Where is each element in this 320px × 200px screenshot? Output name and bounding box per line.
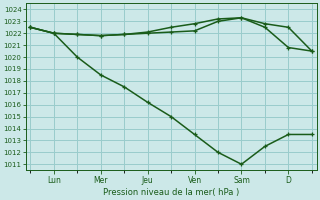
X-axis label: Pression niveau de la mer( hPa ): Pression niveau de la mer( hPa ) [103,188,239,197]
